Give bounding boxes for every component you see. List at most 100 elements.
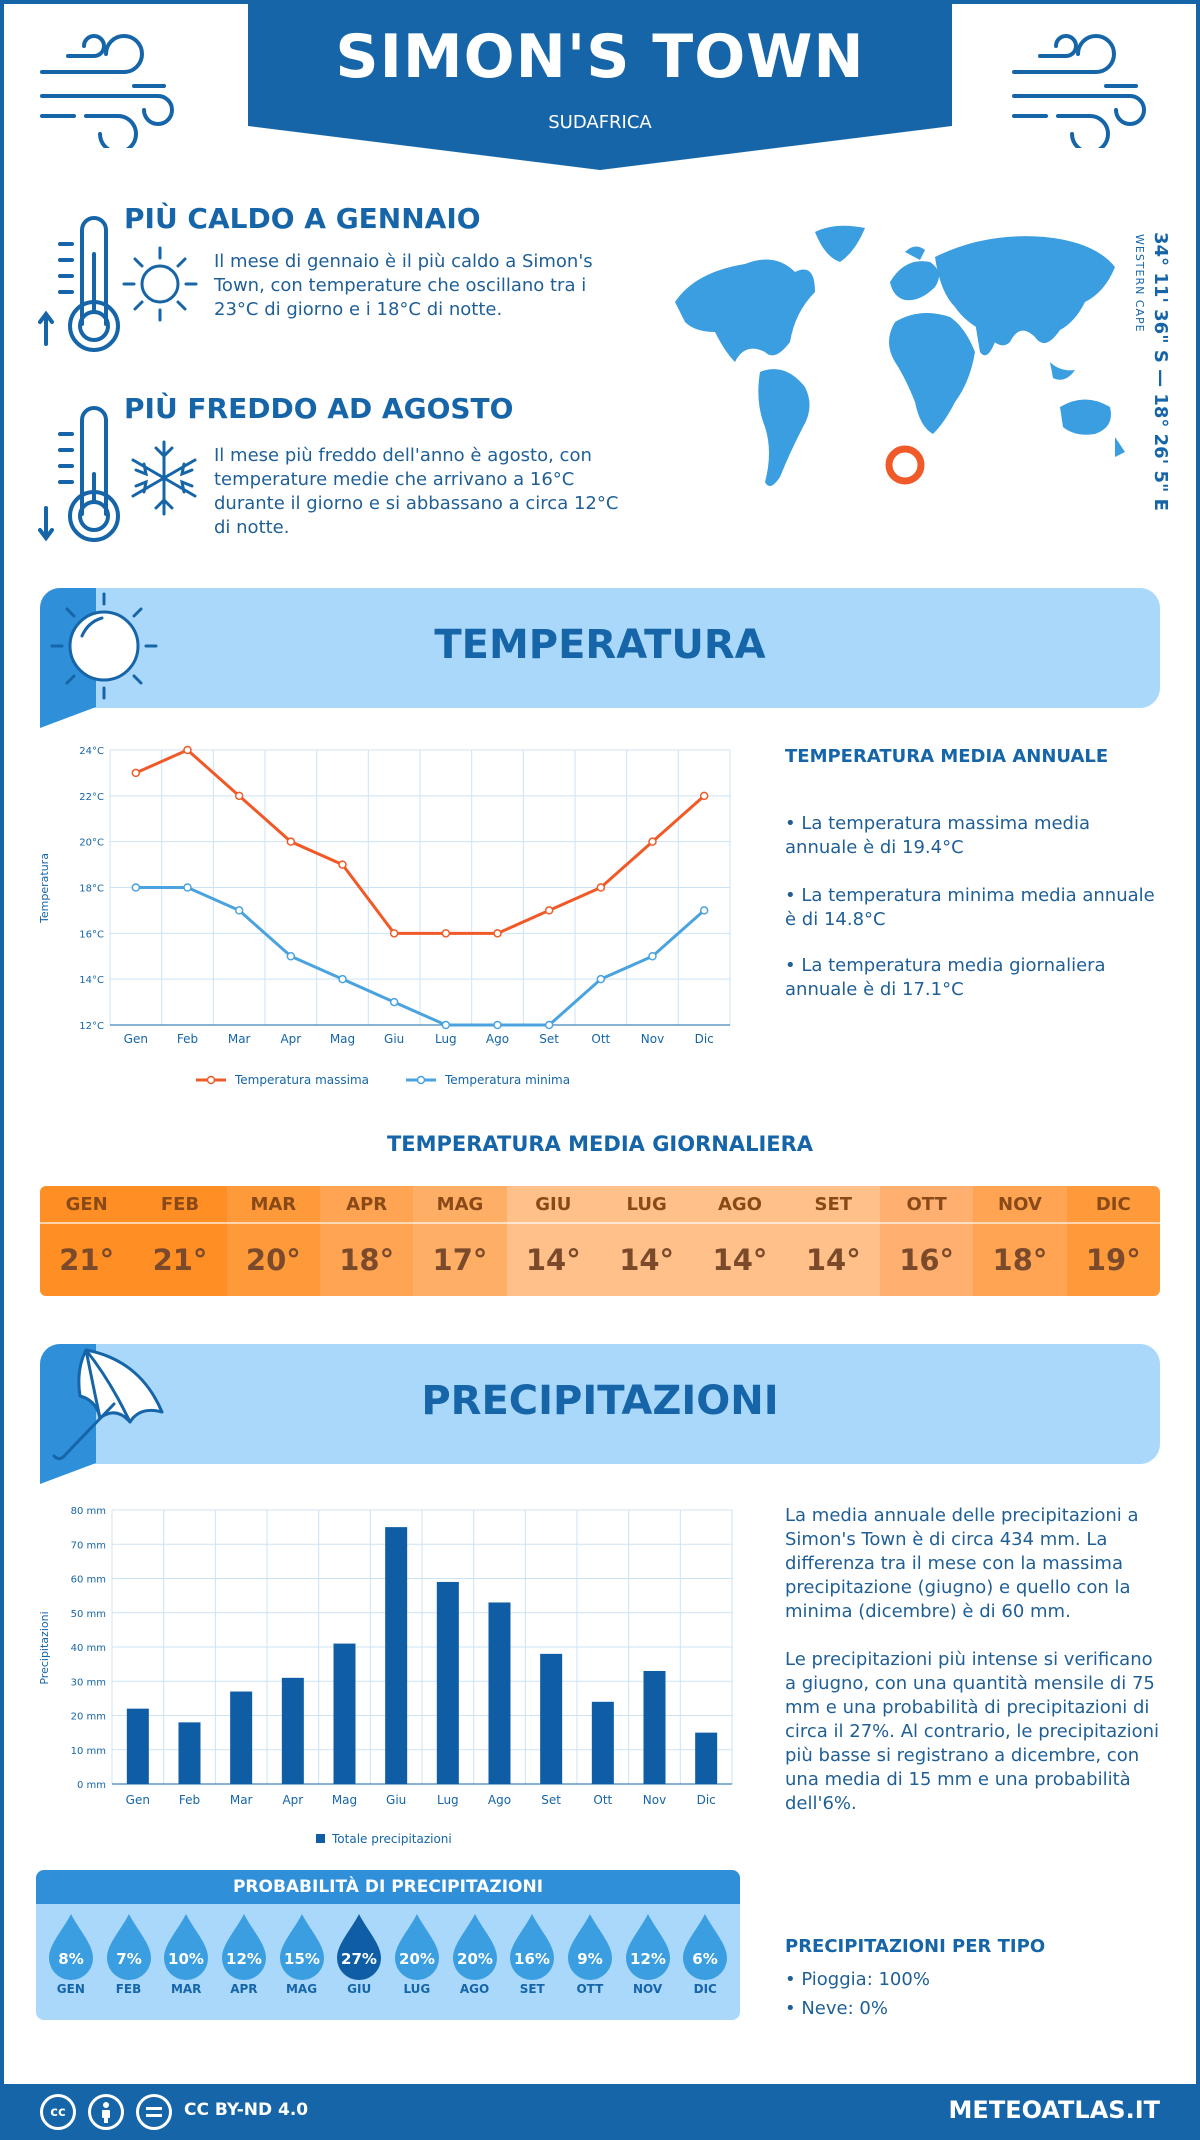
precipitation-banner: [40, 1344, 1160, 1464]
temperature-legend: Temperatura massima Temperatura minima: [196, 1073, 570, 1087]
umbrella-icon: [52, 1348, 164, 1461]
x-tick-label: Dic: [695, 1032, 714, 1046]
probability-drops: 8% GEN 7% FEB 10% MAR 12% APR 15% MAG 27% GIU 20% LUG…: [36, 1912, 740, 1996]
daily-temp-column: MAR 20°: [226, 1186, 320, 1296]
y-tick-label: 60 mm: [71, 1575, 106, 1586]
precip-type-rain: • Pioggia: 100%: [785, 1969, 930, 1990]
probability-value: 27%: [341, 1950, 377, 1968]
y-tick-label: 80 mm: [71, 1506, 106, 1517]
daily-temp-column: SET 14°: [786, 1186, 880, 1296]
probability-month: APR: [230, 1982, 258, 1996]
raindrop-icon: 7%: [106, 1914, 151, 1980]
x-tick-label: Dic: [697, 1793, 716, 1807]
probability-value: 15%: [284, 1950, 320, 1968]
y-tick-label: 50 mm: [71, 1609, 106, 1620]
y-tick-label: 10 mm: [71, 1746, 106, 1757]
precip-bar: [126, 1708, 149, 1784]
sun-icon: [122, 246, 198, 322]
daily-temp-column: GEN 21°: [40, 1186, 134, 1296]
sun-large-icon: [50, 592, 158, 700]
raindrop-icon: 16%: [510, 1914, 555, 1980]
raindrop-icon: 12%: [625, 1914, 670, 1980]
attribution-icon: [88, 2094, 124, 2130]
raindrop-shape: [510, 1914, 555, 1980]
daily-temp-month: LUG: [599, 1186, 694, 1224]
precip-bar: [540, 1653, 563, 1784]
daily-temp-column: APR 18°: [319, 1186, 414, 1296]
annual-bullet-max: • La temperatura massima media annuale è…: [785, 813, 1091, 858]
thermometer-cold-icon: [38, 406, 120, 542]
temperature-chart: 12°C 14°C 16°C 18°C 20°C 22°C 24°C Gen Feb Mar Ap…: [38, 745, 731, 1087]
temperature-x-ticks: Gen Feb Mar Apr Mag Giu Lug Ago Set Ott Nov Dic: [124, 1032, 714, 1046]
wind-icon-right: [1012, 34, 1146, 148]
x-tick-label: Nov: [641, 1032, 664, 1046]
hottest-text: Il mese di gennaio è il più caldo a Simo…: [214, 251, 593, 320]
probability-value: 16%: [514, 1950, 550, 1968]
precip-bar: [591, 1701, 614, 1784]
precip-type-snow: • Neve: 0%: [785, 1998, 888, 2019]
precip-bar: [385, 1527, 408, 1784]
coldest-heading: PIÙ FREDDO AD AGOSTO: [124, 392, 514, 425]
temperature-points: [131, 745, 709, 1030]
raindrop-shape: [106, 1914, 151, 1980]
legend-label-min: Temperatura minima: [444, 1073, 570, 1087]
raindrop-icon: 15%: [279, 1914, 324, 1980]
location-marker: [885, 445, 925, 485]
y-tick-label: 18°C: [79, 884, 104, 895]
y-tick-label: 16°C: [79, 929, 104, 940]
daily-temp-value: 14°: [525, 1243, 581, 1277]
raindrop-icon: 10%: [164, 1914, 209, 1980]
thermometer-hot-icon: [38, 216, 120, 352]
precip-type-heading: PRECIPITAZIONI PER TIPO: [785, 1936, 1046, 1957]
probability-value: 9%: [577, 1950, 602, 1968]
y-tick-label: 24°C: [79, 746, 104, 757]
daily-temp-column: MAG 17°: [413, 1186, 507, 1296]
raindrop-shape: [164, 1914, 209, 1980]
daily-temp-column: LUG 14°: [599, 1186, 694, 1296]
probability-month: GIU: [347, 1982, 372, 1996]
point-min: [234, 906, 244, 915]
daily-temp-month: APR: [319, 1186, 414, 1224]
coldest-text: Il mese più freddo dell'anno è agosto, c…: [214, 445, 619, 538]
point-min: [493, 1020, 502, 1030]
hottest-heading: PIÙ CALDO A GENNAIO: [124, 202, 481, 235]
raindrop-icon: 20%: [452, 1914, 497, 1980]
daily-temp-value: 19°: [1085, 1243, 1141, 1277]
daily-temp-value: 18°: [992, 1243, 1048, 1277]
probability-drop: 10% MAR: [157, 1912, 215, 1996]
y-tick-label: 22°C: [79, 792, 104, 803]
probability-drop: 12% NOV: [619, 1912, 677, 1996]
probability-month: MAG: [285, 1982, 318, 1996]
precip-bar: [488, 1602, 511, 1784]
temperature-title: TEMPERATURA: [434, 622, 766, 668]
series-line-min: [135, 886, 706, 1027]
probability-value: 12%: [630, 1950, 666, 1968]
raindrop-shape: [567, 1914, 612, 1980]
probability-value: 20%: [399, 1950, 435, 1968]
y-tick-label: 20°C: [79, 838, 104, 849]
precipitation-x-ticks: Gen Feb Mar Apr Mag Giu Lug Ago Set Ott Nov Dic: [126, 1793, 716, 1807]
daily-temp-month: GIU: [506, 1186, 600, 1224]
x-tick-label: Apr: [280, 1032, 301, 1046]
point-max: [699, 791, 709, 801]
point-min: [183, 883, 192, 892]
site-link[interactable]: METEOATLAS.IT: [948, 2096, 1160, 2124]
x-tick-label: Feb: [179, 1793, 200, 1807]
point-min: [648, 952, 657, 961]
no-derivatives-icon: [136, 2094, 172, 2130]
x-tick-label: Lug: [437, 1793, 459, 1807]
daily-temp-month: GEN: [40, 1186, 134, 1224]
point-min: [544, 1020, 554, 1030]
probability-drop: 6% DIC: [676, 1912, 734, 1996]
cc-icon: cc: [40, 2094, 76, 2130]
probability-month: DIC: [693, 1982, 717, 1996]
x-tick-label: Set: [539, 1032, 559, 1046]
precipitation-grid: [111, 1509, 733, 1785]
daily-temp-value: 17°: [432, 1243, 488, 1277]
daily-temperature-table: GEN 21° FEB 21° MAR 20° APR 18° MAG 17° GIU 14° LUG 1…: [40, 1186, 1160, 1296]
temperature-y-ticks: 12°C 14°C 16°C 18°C 20°C 22°C 24°C: [79, 746, 104, 1032]
x-tick-label: Giu: [384, 1032, 404, 1046]
daily-temp-value: 14°: [805, 1243, 861, 1277]
footer: cc CC BY-ND 4.0 METEOATLAS.IT: [0, 2084, 1200, 2140]
daily-temp-column: AGO 14°: [693, 1186, 787, 1296]
